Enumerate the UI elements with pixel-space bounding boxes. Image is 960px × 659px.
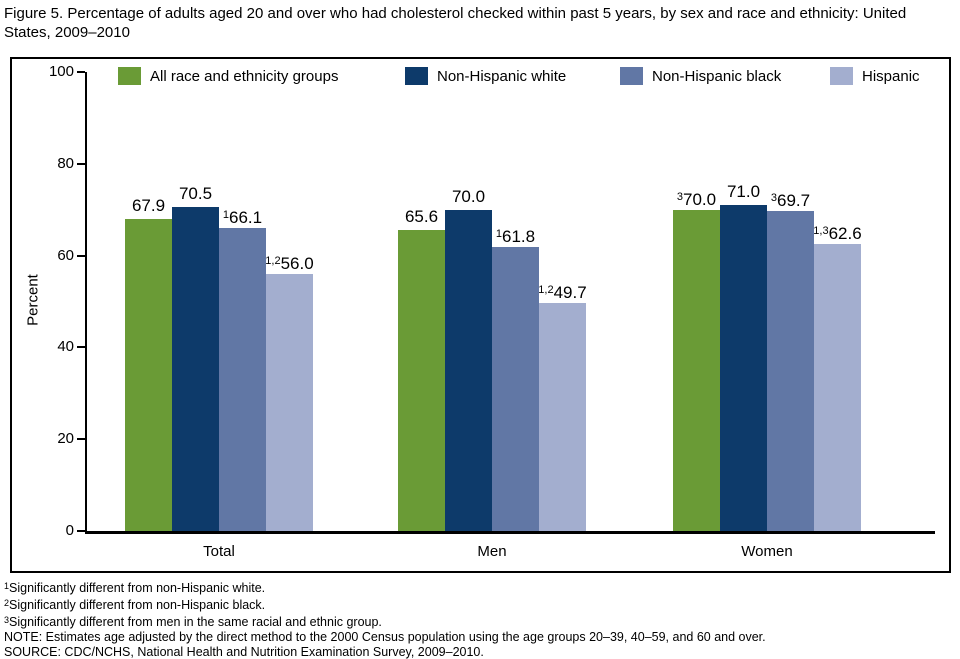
bar-value-label: 161.8 [495, 227, 536, 247]
category-label: Women [741, 543, 793, 560]
footnote-line: 1Significantly different from non-Hispan… [4, 581, 266, 595]
bar [398, 229, 445, 531]
legend-label: All race and ethnicity groups [150, 67, 339, 85]
value-superscript: 1,2 [538, 283, 554, 296]
bar-value-label: 67.9 [131, 196, 166, 216]
y-axis-tick [77, 254, 85, 257]
y-axis-tick [77, 530, 85, 532]
category-label: Men [477, 543, 507, 560]
footnote-line: 2Significantly different from non-Hispan… [4, 598, 266, 612]
legend-label: Non-Hispanic black [652, 67, 782, 85]
value-superscript: 3 [676, 190, 684, 203]
footnote-line: NOTE: Estimates age adjusted by the dire… [4, 630, 766, 644]
y-axis-title: Percent [24, 274, 42, 326]
y-tick-label: 60 [57, 246, 74, 264]
bar-value-label: 166.1 [222, 207, 263, 227]
bar [125, 219, 172, 531]
bar [266, 273, 313, 531]
bar-value-label: 71.0 [726, 182, 761, 202]
bar [172, 207, 219, 531]
y-tick-label: 80 [57, 154, 74, 172]
bar [720, 205, 767, 531]
bar [445, 209, 492, 531]
bar [219, 227, 266, 531]
bar-value-label: 1,256.0 [265, 253, 314, 273]
bar-value-label: 370.0 [676, 189, 717, 209]
y-axis-tick [77, 71, 85, 73]
chart-area: Percent All race and ethnicity groups Non… [10, 57, 951, 573]
legend-label: Non-Hispanic white [437, 67, 567, 85]
value-superscript: 1 [222, 208, 230, 221]
bar-value-label: 369.7 [770, 191, 811, 211]
bar-value-label: 65.6 [404, 206, 439, 226]
bar [814, 243, 861, 531]
y-axis-tick [77, 162, 85, 165]
x-axis-line [85, 531, 935, 534]
legend-item: Non-Hispanic white [405, 66, 566, 86]
figure-title: Figure 5. Percentage of adults aged 20 a… [4, 5, 907, 41]
bar [539, 302, 586, 531]
bar-value-label: 1,249.7 [538, 282, 587, 302]
legend-swatch-icon [830, 67, 853, 85]
footnote-superscript: 1 [4, 581, 10, 591]
y-tick-label: 0 [65, 522, 74, 539]
legend-item: Hispanic [830, 66, 920, 86]
bar-value-label: 70.0 [451, 186, 486, 206]
value-superscript: 1,3 [813, 224, 829, 237]
y-tick-label: 20 [57, 430, 74, 448]
y-axis-tick [77, 438, 85, 441]
footnote-line: 3Significantly different from men in the… [4, 615, 382, 629]
bar [492, 247, 539, 531]
bar-value-label: 70.5 [178, 184, 213, 204]
legend-item: Non-Hispanic black [620, 66, 781, 86]
footnotes: 1Significantly different from non-Hispan… [4, 579, 766, 659]
category-label: Total [203, 543, 235, 560]
bar-value-label: 1,362.6 [813, 223, 862, 243]
legend-swatch-icon [620, 67, 643, 85]
value-superscript: 1,2 [265, 254, 281, 267]
y-tick-label: 40 [57, 338, 74, 356]
value-superscript: 1 [495, 228, 503, 241]
footnote-superscript: 3 [4, 615, 10, 625]
y-tick-label: 100 [48, 63, 74, 80]
y-axis-line [85, 72, 87, 534]
legend-swatch-icon [118, 67, 141, 85]
footnote-superscript: 2 [4, 598, 10, 608]
y-axis-tick [77, 346, 85, 349]
legend-swatch-icon [405, 67, 428, 85]
footnote-line: SOURCE: CDC/NCHS, National Health and Nu… [4, 645, 484, 659]
bar [767, 211, 814, 531]
value-superscript: 3 [770, 192, 778, 205]
bar [673, 209, 720, 531]
legend-item: All race and ethnicity groups [118, 66, 338, 86]
legend-label: Hispanic [862, 67, 920, 85]
